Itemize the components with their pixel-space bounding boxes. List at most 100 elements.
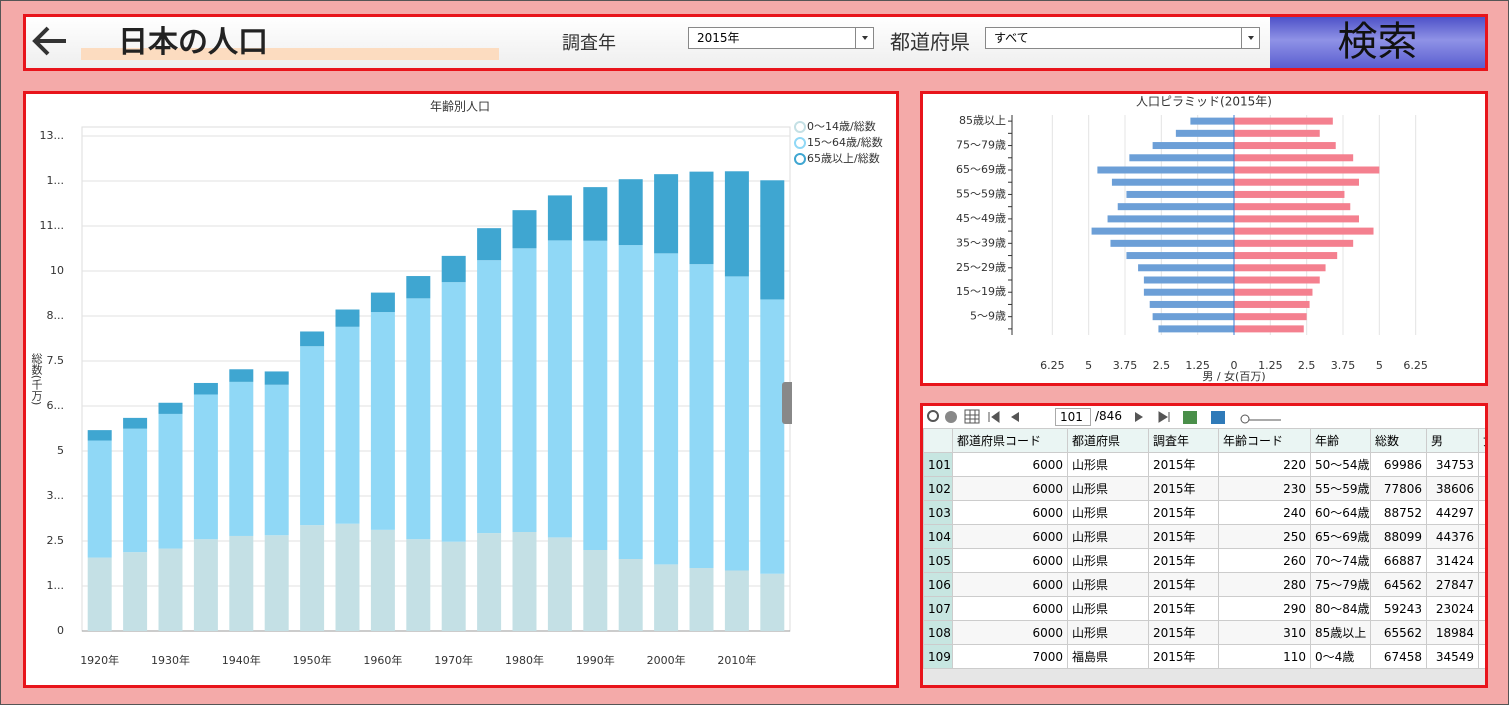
- cell: 70～74歳: [1310, 548, 1371, 573]
- cell: 2015年: [1148, 596, 1219, 621]
- bar-segment: [760, 573, 785, 631]
- cell: 67458: [1370, 644, 1427, 669]
- pyramid-bar: [1110, 239, 1234, 247]
- chart-title: 年齢別人口: [430, 100, 490, 114]
- pyramid-bar: [1234, 215, 1359, 223]
- row-header: 109: [923, 644, 953, 669]
- cell: 60～64歳: [1310, 500, 1371, 525]
- pyramid-bar: [1234, 264, 1326, 272]
- cell: 2015年: [1148, 644, 1219, 669]
- bar-segment: [477, 533, 502, 631]
- x-tick-label: 1980年: [505, 653, 544, 667]
- bar-segment: [229, 535, 254, 631]
- pref-select[interactable]: すべて: [985, 27, 1260, 49]
- y-tick-label: 8...: [47, 309, 65, 322]
- pyramid-chart: 人口ピラミッド(2015年) 6.25 5 3.75 2.5 1.25 0 1.25 2.5 3.…: [956, 95, 1428, 384]
- column-header: 年齢コード: [1218, 428, 1311, 453]
- y-tick-label: 2.5: [47, 534, 65, 547]
- cell: 220: [1218, 452, 1311, 477]
- cell: 75～79歳: [1310, 572, 1371, 597]
- pyramid-bar: [1234, 190, 1345, 198]
- pyramid-bar: [1234, 154, 1354, 162]
- cell: 59243: [1370, 596, 1427, 621]
- scrollbar: [923, 669, 1485, 685]
- bar-segment: [158, 548, 183, 631]
- y-tick-label: 0: [57, 624, 64, 637]
- x-tick-label: 5: [1085, 359, 1092, 372]
- legend-marker: [794, 137, 806, 149]
- cell: 福島県: [1067, 644, 1149, 669]
- x-tick-label: 1990年: [576, 653, 615, 667]
- bar-segment: [300, 525, 325, 631]
- x-tick-label: 2.5: [1298, 359, 1316, 372]
- chart-title: 人口ピラミッド(2015年): [1136, 95, 1272, 109]
- plot-area: [81, 126, 791, 632]
- row-header: 101: [923, 452, 953, 477]
- table-row: 105 6000 山形県 2015年 260 70～74歳 66887 31424: [923, 548, 1485, 573]
- x-tick-label: 2.5: [1153, 359, 1171, 372]
- bar-segment: [229, 369, 254, 382]
- pyramid-bar: [1234, 239, 1354, 247]
- pyramid-bar: [1117, 203, 1234, 211]
- year-select[interactable]: 2015年: [688, 27, 874, 49]
- bar-segment: [406, 298, 431, 540]
- row-header: 106: [923, 572, 953, 597]
- bar-segment: [724, 570, 749, 631]
- page-input[interactable]: 101: [1055, 408, 1091, 426]
- cell: 2015年: [1148, 476, 1219, 501]
- y-tick-label: 15～19歳: [956, 285, 1006, 298]
- y-tick-label: 1...: [47, 174, 65, 187]
- row-header: 105: [923, 548, 953, 573]
- y-tick-label: 6...: [47, 399, 65, 412]
- cell: 88752: [1370, 500, 1427, 525]
- cell: 77806: [1370, 476, 1427, 501]
- page-total: /846: [1095, 409, 1122, 423]
- bar-segment: [335, 309, 360, 327]
- back-arrow[interactable]: [30, 23, 70, 59]
- bar-segment: [724, 171, 749, 277]
- pyramid-bar: [1126, 190, 1234, 198]
- row-header: 107: [923, 596, 953, 621]
- cell: 山形県: [1067, 452, 1149, 477]
- y-tick-label: 65～69歳: [956, 163, 1006, 176]
- table-row: 106 6000 山形県 2015年 280 75～79歳 64562 27847: [923, 572, 1485, 597]
- pyramid-bar: [1234, 142, 1336, 150]
- bar-segment: [123, 417, 148, 429]
- search-button[interactable]: 検索: [1270, 17, 1485, 68]
- bar-segment: [123, 428, 148, 553]
- cell: 65562: [1370, 620, 1427, 645]
- pyramid-bar: [1143, 276, 1234, 284]
- grid-container: 都道府県コード都道府県調査年年齢コード年齢総数男女1016000山形県2015年…: [923, 428, 1485, 669]
- pyramid-bar: [1234, 129, 1320, 137]
- bar-segment: [654, 253, 679, 565]
- toolbar: 101 /846: [923, 406, 1485, 428]
- bar-segment: [87, 440, 112, 558]
- table-row: 103 6000 山形県 2015年 240 60～64歳 88752 44297: [923, 500, 1485, 525]
- bar-segment: [406, 539, 431, 631]
- cell: 山形県: [1067, 476, 1149, 501]
- bar-segment: [264, 384, 289, 536]
- bar-segment: [760, 299, 785, 574]
- bar-segment: [689, 568, 714, 631]
- y-tick-label: 85歳以上: [959, 114, 1006, 127]
- collapse-tab[interactable]: [782, 382, 792, 424]
- cell: 34753: [1426, 452, 1479, 477]
- bar-segment: [406, 276, 431, 299]
- bar-segment: [512, 248, 537, 532]
- age-chart-panel: 年齢別人口 0 1... 2.5 3... 5 6... 7.5 8... 10 11... 1...…: [23, 91, 899, 688]
- x-tick-label: 2000年: [647, 653, 686, 667]
- cell: 6000: [952, 500, 1068, 525]
- toolbar-icons-right: [1135, 411, 1281, 424]
- pyramid-bar: [1234, 117, 1333, 125]
- header: 日本の人口 調査年 2015年 都道府県 すべて 検索: [23, 14, 1488, 71]
- cell: 260: [1218, 548, 1311, 573]
- bar-segment: [87, 430, 112, 441]
- cell: [1478, 500, 1485, 525]
- cell: 7000: [952, 644, 1068, 669]
- x-tick-label: 2010年: [717, 653, 756, 667]
- cell: 6000: [952, 476, 1068, 501]
- x-tick-label: 6.25: [1040, 359, 1065, 372]
- x-tick-label: 1.25: [1185, 359, 1210, 372]
- bar-segment: [583, 187, 608, 241]
- bar-segment: [547, 195, 572, 241]
